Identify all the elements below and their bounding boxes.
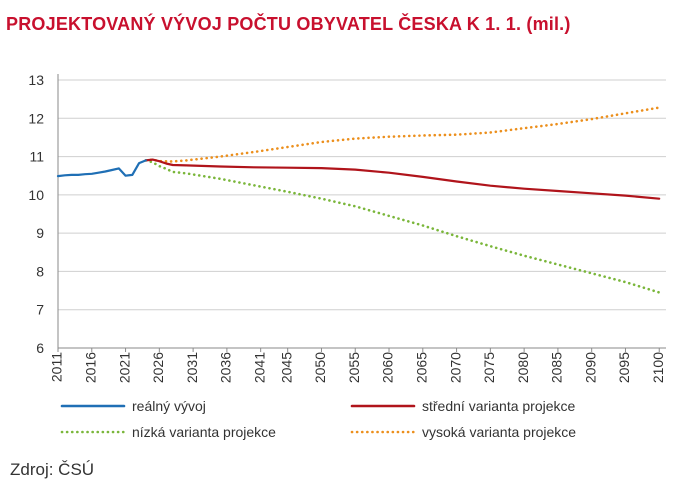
y-tick-label: 10: [28, 187, 44, 203]
series-line-4: [144, 106, 661, 163]
y-tick-label: 8: [36, 263, 44, 279]
x-tick-label: 2070: [447, 352, 463, 383]
x-tick-label: 2045: [278, 352, 294, 383]
x-tick-label: 2080: [515, 352, 531, 383]
x-tick-label: 2085: [549, 352, 565, 383]
x-tick-label: 2011: [49, 352, 65, 382]
legend-label-2: střední varianta projekce: [422, 398, 576, 414]
x-tick-label: 2016: [82, 352, 98, 383]
x-tick-label: 2075: [481, 352, 497, 383]
x-tick-label: 2026: [150, 352, 166, 383]
legend-label-1: reálný vývoj: [132, 398, 206, 414]
y-tick-label: 7: [36, 302, 44, 318]
chart-title: PROJEKTOVANÝ VÝVOJ POČTU OBYVATEL ČESKA …: [6, 14, 571, 34]
x-tick-label: 2050: [312, 352, 328, 383]
legend-label-4: vysoká varianta projekce: [422, 424, 576, 440]
y-tick-label: 9: [36, 225, 44, 241]
x-tick-label: 2021: [116, 352, 132, 383]
source-note: Zdroj: ČSÚ: [10, 460, 95, 479]
x-tick-label: 2100: [650, 352, 666, 383]
grid-layer: [58, 79, 666, 311]
y-tick-label: 13: [28, 72, 44, 88]
legend: reálný vývoj střední varianta projekce níz…: [60, 398, 576, 440]
x-tick-label: 2095: [616, 352, 632, 383]
legend-label-3: nízká varianta projekce: [132, 424, 276, 440]
series-layer: [56, 106, 661, 294]
axis-layer: [57, 74, 666, 352]
y-tick-label: 6: [36, 340, 44, 356]
x-tick-labels: 2011 2016 2021 2026 2031 2036 2041 2045 2050 2055…: [49, 352, 666, 383]
y-tick-label: 12: [28, 110, 44, 126]
y-tick-labels: 6 7 8 9 10 11 12 13: [28, 72, 44, 356]
series-line-2: [144, 158, 661, 200]
series-line-3: [144, 159, 661, 294]
y-tick-label: 11: [29, 149, 44, 165]
x-tick-label: 2055: [346, 352, 362, 383]
series-line-1: [56, 159, 147, 178]
x-tick-label: 2036: [218, 352, 234, 383]
x-tick-label: 2065: [414, 352, 430, 383]
x-tick-label: 2041: [251, 352, 267, 383]
x-tick-label: 2090: [582, 352, 598, 383]
x-tick-label: 2031: [184, 352, 200, 383]
x-tick-label: 2060: [380, 352, 396, 383]
